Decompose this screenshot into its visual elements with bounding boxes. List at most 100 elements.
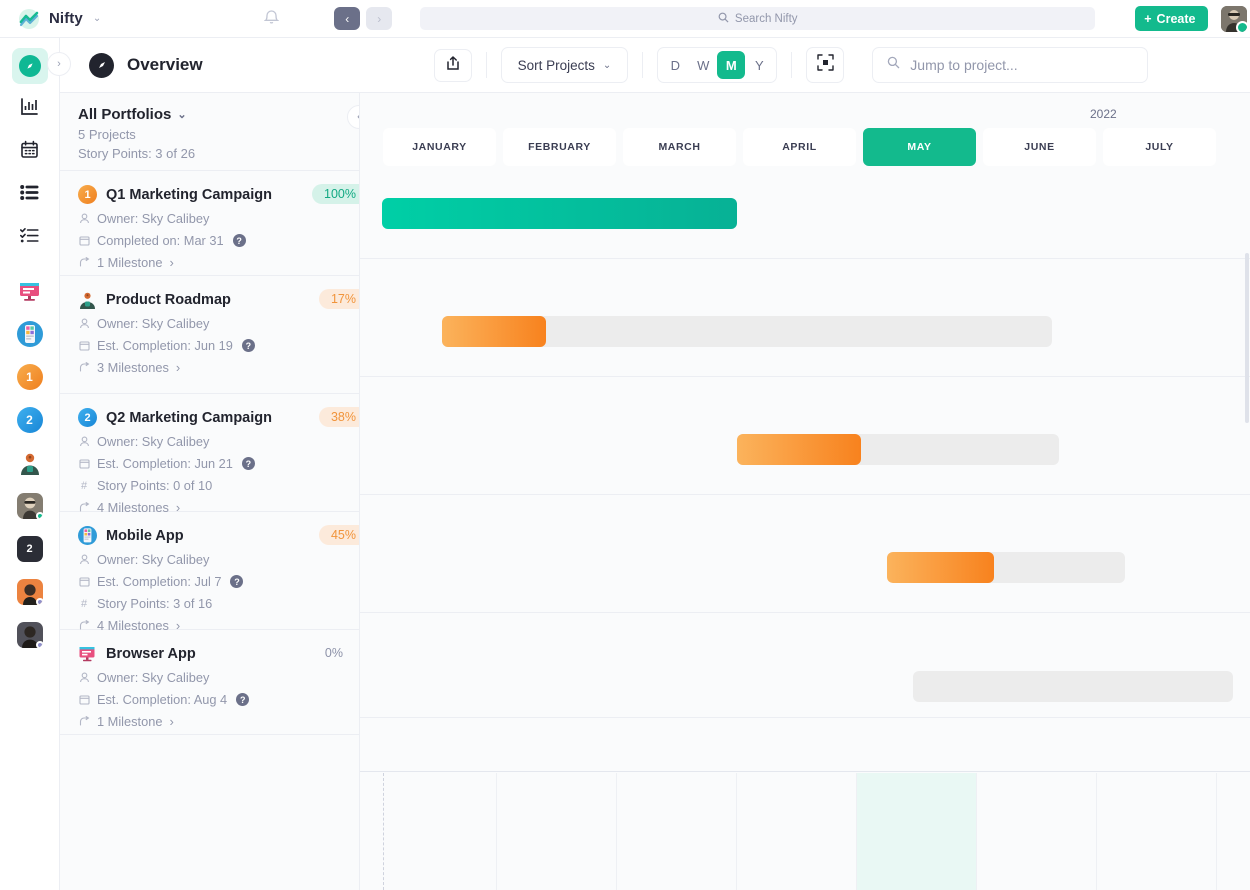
month-may[interactable]: MAY (863, 128, 976, 166)
project-name: Mobile App (106, 527, 184, 544)
month-june[interactable]: JUNE (983, 128, 1096, 166)
status-badge: 17% (318, 289, 359, 309)
rail-avatar-mobile-app[interactable] (12, 316, 48, 352)
project-owner-row: Owner: Sky Calibey (78, 552, 341, 567)
nav-back-button[interactable]: ‹ (334, 7, 361, 30)
share-button[interactable] (433, 48, 472, 82)
zoom-year-button[interactable]: Y (754, 57, 764, 73)
portfolio-selector[interactable]: All Portfolios ⌄ (78, 106, 341, 123)
project-date-row: Est. Completion: Jun 19 ? (78, 338, 341, 353)
project-owner: Owner: Sky Calibey (97, 552, 210, 567)
page-toolbar: Overview Sort Projects ⌄ D W M Y (60, 38, 1250, 93)
q1-number-avatar: 1 (16, 364, 43, 390)
rail-avatar-member-1[interactable] (12, 488, 48, 524)
project-owner: Owner: Sky Calibey (97, 434, 210, 449)
list-icon (20, 184, 39, 206)
team-count-badge: 2 (16, 536, 43, 562)
brand-name: Nifty (49, 10, 83, 27)
project-avatar-icon (78, 644, 97, 663)
sidebar-item-reports[interactable] (12, 91, 48, 127)
expand-rail-button[interactable]: › (47, 52, 71, 76)
help-icon[interactable]: ? (241, 457, 255, 470)
timeline-gridline (736, 773, 737, 890)
table-row[interactable]: 1 Q1 Marketing Campaign Owner: Sky Calib… (60, 171, 359, 276)
chevron-right-icon: › (175, 618, 181, 633)
month-march[interactable]: MARCH (623, 128, 736, 166)
timeline-gridline (496, 773, 497, 890)
project-owner-row: Owner: Sky Calibey (78, 211, 341, 226)
help-icon[interactable]: ? (230, 575, 244, 588)
bell-icon[interactable] (263, 9, 280, 29)
project-avatar-icon (78, 526, 97, 545)
project-story-points: Story Points: 3 of 16 (97, 596, 213, 611)
gantt-bar-q1-marketing-campaign[interactable] (382, 198, 737, 229)
timeline-row-divider (360, 612, 1250, 613)
share-icon (445, 55, 461, 76)
project-milestones-row[interactable]: 4 Milestones › (78, 618, 341, 633)
calendar-icon (78, 576, 90, 587)
nav-forward-button[interactable]: › (366, 7, 393, 30)
browser-app-icon (17, 278, 43, 304)
table-row[interactable]: Mobile App Owner: Sky Calibey Est. Compl… (60, 512, 359, 633)
calendar-icon (78, 458, 90, 469)
global-search-input[interactable]: Search Nifty (420, 7, 1096, 30)
help-icon[interactable]: ? (232, 234, 246, 247)
zoom-day-button[interactable]: D (670, 57, 680, 73)
away-status-dot (35, 598, 43, 605)
chevron-right-icon: › (169, 255, 174, 270)
timeline-gridline (616, 773, 617, 890)
gantt-bar-product-roadmap[interactable] (442, 316, 546, 347)
sidebar-item-tasks[interactable] (12, 220, 48, 256)
zoom-month-button[interactable]: M (717, 51, 746, 79)
rail-avatar-member-3[interactable] (12, 617, 48, 653)
help-icon[interactable]: ? (241, 339, 255, 352)
brand[interactable]: Nifty ⌄ (18, 8, 101, 30)
checklist-icon (20, 227, 39, 249)
project-milestones-row[interactable]: 3 Milestones › (78, 360, 341, 375)
milestone-icon (78, 257, 90, 268)
create-button[interactable]: + Create (1135, 6, 1209, 31)
table-row[interactable]: Browser App Owner: Sky Calibey Est. Comp… (60, 630, 359, 735)
zoom-week-button[interactable]: W (697, 57, 710, 73)
month-july[interactable]: JULY (1103, 128, 1216, 166)
scrollbar[interactable] (1245, 253, 1249, 423)
table-row[interactable]: Product Roadmap Owner: Sky Calibey Est. … (60, 276, 359, 394)
rail-avatar-browser-app[interactable] (12, 273, 48, 309)
chevron-down-icon[interactable]: ⌄ (92, 13, 102, 24)
gantt-bar-q2-marketing-campaign[interactable] (737, 434, 861, 465)
sort-projects-label: Sort Projects (517, 57, 595, 73)
sort-projects-button[interactable]: Sort Projects ⌄ (500, 47, 629, 83)
help-icon[interactable]: ? (236, 693, 250, 706)
rail-avatar-q2[interactable]: 2 (12, 402, 48, 438)
project-milestones-row[interactable]: 1 Milestone › (78, 714, 341, 729)
sidebar-item-calendar[interactable] (12, 134, 48, 170)
avatar[interactable] (1221, 5, 1248, 32)
gantt-track-browser-app[interactable] (913, 671, 1233, 702)
rail-avatar-member-2[interactable] (12, 574, 48, 610)
status-badge: 45% (318, 525, 359, 545)
milestone-icon (78, 716, 90, 727)
rail-avatar-q1[interactable]: 1 (12, 359, 48, 395)
project-milestones-row[interactable]: 4 Milestones › (78, 500, 341, 515)
month-february[interactable]: FEBRUARY (503, 128, 616, 166)
sidebar-item-list[interactable] (12, 177, 48, 213)
rail-avatar-product-roadmap[interactable] (12, 445, 48, 481)
project-milestones: 1 Milestone (97, 714, 163, 729)
month-april[interactable]: APRIL (743, 128, 856, 166)
history-nav: ‹ › (334, 7, 393, 30)
table-row[interactable]: 2 Q2 Marketing Campaign Owner: Sky Calib… (60, 394, 359, 515)
rail-team-badge[interactable]: 2 (12, 531, 48, 567)
month-january[interactable]: JANUARY (383, 128, 496, 166)
fit-screen-button[interactable] (806, 47, 845, 83)
jump-to-project-input[interactable]: Jump to project... (872, 47, 1149, 83)
project-milestones-row[interactable]: 1 Milestone › (78, 255, 341, 270)
plus-icon: + (1144, 11, 1152, 26)
timeline-row-divider (360, 258, 1250, 259)
timeline-row-divider (360, 717, 1250, 718)
timeline-gridline-dashed (383, 773, 384, 890)
story-points-summary: Story Points: 3 of 26 (78, 146, 196, 161)
gantt-bar-mobile-app[interactable] (887, 552, 994, 583)
active-month-column-highlight (856, 773, 976, 890)
project-name: Q1 Marketing Campaign (106, 186, 272, 203)
sidebar-item-overview[interactable] (11, 48, 48, 84)
